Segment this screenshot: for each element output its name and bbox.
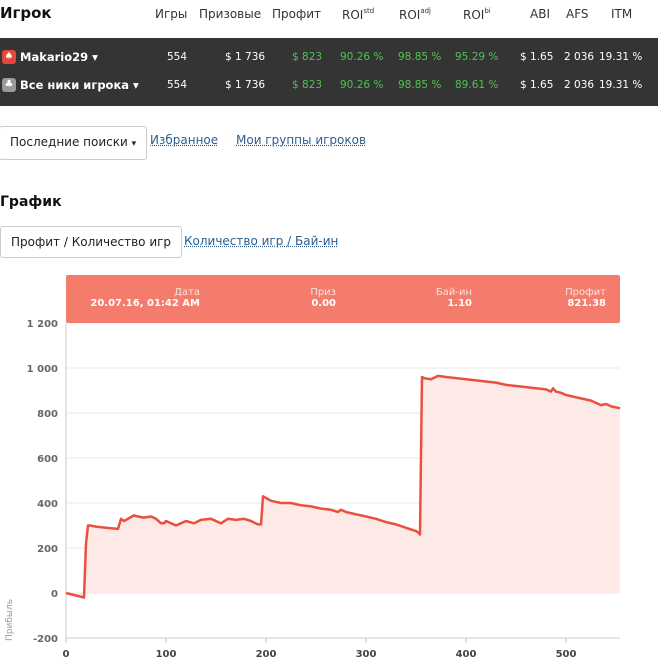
graph-heading: График bbox=[0, 194, 62, 210]
y-tick-label: 0 bbox=[51, 589, 58, 600]
x-tick-label: 400 bbox=[456, 649, 477, 660]
table-header: Игрок Игры Призовые Профит ROIstd ROIadj… bbox=[0, 0, 664, 30]
player-row[interactable]: ♣ Все ники игрока ▾ 554 $ 1 736 $ 823 90… bbox=[0, 73, 658, 99]
player-name[interactable]: Все ники игрока ▾ bbox=[20, 78, 139, 92]
tooltip-prize: Приз 0.00 bbox=[310, 287, 336, 309]
roi-std-header[interactable]: ROIstd bbox=[342, 7, 374, 22]
y-tick-label: -200 bbox=[33, 634, 58, 645]
y-axis-label: Прибыль bbox=[5, 599, 15, 641]
roi-adj-value: 98.85 % bbox=[398, 79, 442, 91]
games-value: 554 bbox=[167, 79, 188, 91]
x-tick-label: 200 bbox=[256, 649, 277, 660]
tooltip-profit-value: 821.38 bbox=[567, 298, 606, 309]
roi-adj-value: 98.85 % bbox=[398, 51, 442, 63]
recent-searches-label: Последние поиски bbox=[10, 135, 128, 149]
player-column-title: Игрок bbox=[0, 4, 52, 22]
afs-header[interactable]: AFS bbox=[566, 7, 589, 21]
recent-searches-dropdown[interactable]: Последние поиски ▾ bbox=[0, 126, 148, 160]
profit-line bbox=[65, 374, 621, 599]
prize-header[interactable]: Призовые bbox=[199, 7, 262, 21]
afs-value: 2 036 bbox=[564, 51, 595, 63]
itm-value: 19.31 % bbox=[599, 51, 643, 63]
games-header[interactable]: Игры bbox=[155, 7, 188, 21]
y-tick-label: 800 bbox=[37, 409, 58, 420]
pokerstars-icon: ♠ bbox=[2, 50, 16, 64]
chevron-down-icon: ▾ bbox=[133, 78, 139, 92]
tooltip-profit: Профит 821.38 bbox=[565, 287, 606, 309]
profit-header[interactable]: Профит bbox=[272, 7, 322, 21]
x-tick-label: 100 bbox=[156, 649, 177, 660]
tooltip-profit-label: Профит bbox=[565, 287, 606, 298]
y-tick-label: 200 bbox=[37, 544, 58, 555]
favorites-link[interactable]: Избранное bbox=[150, 133, 219, 147]
roi-bi-value: 89.61 % bbox=[455, 79, 499, 91]
tooltip-date: Дата 20.07.16, 01:42 AM bbox=[90, 287, 200, 309]
roi-bi-value: 95.29 % bbox=[455, 51, 499, 63]
prize-value: $ 1 736 bbox=[225, 51, 266, 63]
profit-area bbox=[66, 375, 620, 598]
roi-adj-sup: adj bbox=[420, 7, 432, 15]
abi-value: $ 1.65 bbox=[520, 51, 554, 63]
tooltip-prize-label: Приз bbox=[310, 287, 336, 298]
roi-std-sup: std bbox=[363, 7, 375, 15]
abi-header[interactable]: ABI bbox=[530, 7, 550, 21]
y-tick-label: 1 000 bbox=[27, 364, 58, 375]
tab-profit-games[interactable]: Профит / Количество игр bbox=[0, 226, 183, 258]
afs-value: 2 036 bbox=[564, 79, 595, 91]
profit-value: $ 823 bbox=[292, 51, 323, 63]
games-value: 554 bbox=[167, 51, 188, 63]
y-tick-label: 1 200 bbox=[27, 319, 58, 330]
chart-tooltip: Дата 20.07.16, 01:42 AM Приз 0.00 Бай-ин… bbox=[66, 275, 620, 323]
player-row[interactable]: ♠ Makario29 ▾ 554 $ 1 736 $ 823 90.26 % … bbox=[0, 45, 658, 71]
roi-adj-label: ROI bbox=[399, 8, 421, 22]
y-tick-label: 400 bbox=[37, 499, 58, 510]
abi-value: $ 1.65 bbox=[520, 79, 554, 91]
tooltip-buyin-value: 1.10 bbox=[447, 298, 472, 309]
tooltip-date-label: Дата bbox=[174, 287, 200, 298]
player-groups-link[interactable]: Мои группы игроков bbox=[236, 133, 367, 147]
x-tick-label: 300 bbox=[356, 649, 377, 660]
roi-std-value: 90.26 % bbox=[340, 51, 384, 63]
player-stats-panel: ♠ Makario29 ▾ 554 $ 1 736 $ 823 90.26 % … bbox=[0, 38, 658, 106]
profit-value: $ 823 bbox=[292, 79, 323, 91]
tooltip-buyin: Бай-ин 1.10 bbox=[436, 287, 472, 309]
chevron-down-icon: ▾ bbox=[131, 139, 137, 149]
itm-header[interactable]: ITM bbox=[611, 7, 633, 21]
roi-std-label: ROI bbox=[342, 8, 364, 22]
tooltip-prize-value: 0.00 bbox=[311, 298, 336, 309]
roi-adj-header[interactable]: ROIadj bbox=[399, 7, 431, 22]
x-tick-label: 500 bbox=[556, 649, 577, 660]
itm-value: 19.31 % bbox=[599, 79, 643, 91]
roi-std-value: 90.26 % bbox=[340, 79, 384, 91]
prize-value: $ 1 736 bbox=[225, 79, 266, 91]
y-tick-label: 600 bbox=[37, 454, 58, 465]
all-nicks-icon: ♣ bbox=[2, 78, 16, 92]
player-name-text: Makario29 bbox=[20, 50, 89, 64]
roi-bi-label: ROI bbox=[463, 8, 485, 22]
chevron-down-icon: ▾ bbox=[92, 50, 98, 64]
tab-games-buyin[interactable]: Количество игр / Бай-ин bbox=[184, 234, 339, 248]
player-name-text: Все ники игрока bbox=[20, 78, 130, 92]
roi-bi-header[interactable]: ROIbi bbox=[463, 7, 491, 22]
roi-bi-sup: bi bbox=[484, 7, 491, 15]
tooltip-date-value: 20.07.16, 01:42 AM bbox=[90, 298, 200, 309]
player-name[interactable]: Makario29 ▾ bbox=[20, 50, 98, 64]
x-tick-label: 0 bbox=[63, 649, 70, 660]
tooltip-buyin-label: Бай-ин bbox=[435, 287, 472, 298]
